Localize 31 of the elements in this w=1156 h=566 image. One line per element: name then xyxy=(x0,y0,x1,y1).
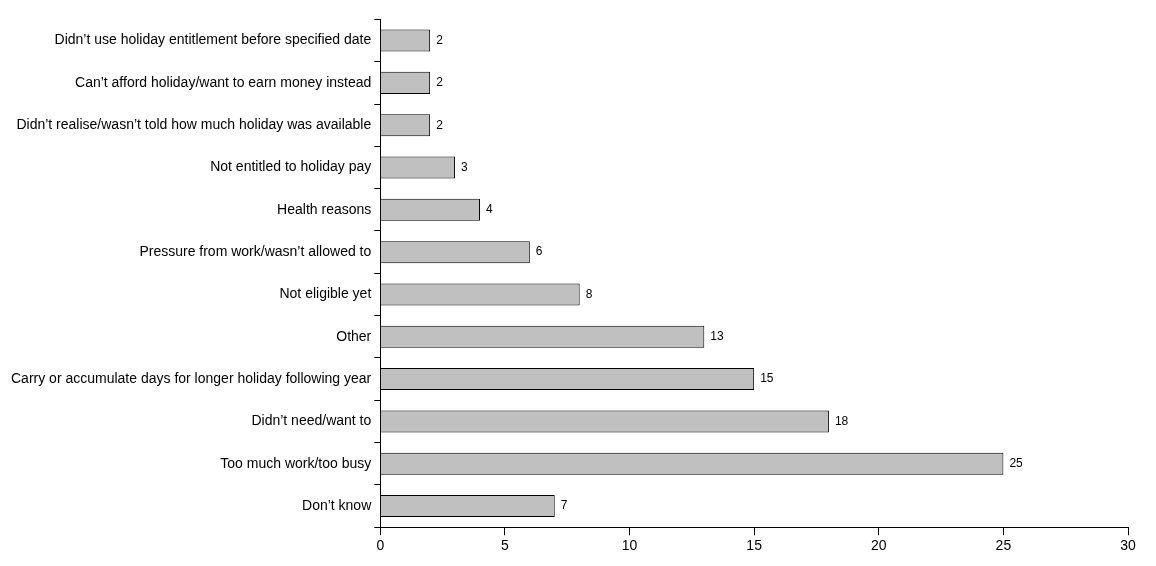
y-tick-label: Other xyxy=(336,327,372,344)
data-label: 15 xyxy=(760,371,774,386)
data-label: 8 xyxy=(585,286,593,301)
data-label: 13 xyxy=(710,329,724,344)
y-tick-label: Not eligible yet xyxy=(279,285,372,302)
data-label: 2 xyxy=(436,32,444,47)
x-tick-label: 25 xyxy=(995,537,1012,554)
y-tick-label: Can’t afford holiday/want to earn money instead xyxy=(75,73,372,90)
data-label: 2 xyxy=(436,117,444,132)
y-tick-label: Carry or accumulate days for longer holiday following year xyxy=(11,369,372,386)
data-label: 2 xyxy=(436,75,444,90)
y-tick-label: Pressure from work/wasn’t allowed to xyxy=(139,243,372,259)
y-tick-label: Health reasons xyxy=(277,200,372,217)
data-label: 18 xyxy=(834,413,849,428)
y-tick-label: Didn’t use holiday entitlement before specified date xyxy=(54,31,372,48)
x-tick-label: 15 xyxy=(746,537,763,554)
data-label: 25 xyxy=(1009,456,1024,471)
y-tick-label: Too much work/too busy xyxy=(220,454,372,471)
y-tick-label: Not entitled to holiday pay xyxy=(210,158,372,175)
x-tick-label: 10 xyxy=(621,537,638,554)
x-tick-label: 30 xyxy=(1120,537,1136,554)
data-label: 3 xyxy=(461,159,469,174)
data-label: 7 xyxy=(560,498,568,513)
x-tick-label: 5 xyxy=(501,537,509,554)
y-tick-label: Didn’t realise/wasn’t told how much holiday was available xyxy=(16,116,372,133)
y-tick-label: Don’t know xyxy=(302,496,373,513)
data-label: 6 xyxy=(535,244,543,259)
x-tick-label: 20 xyxy=(870,537,887,554)
data-label: 4 xyxy=(485,202,493,217)
x-tick-label: 0 xyxy=(376,537,385,554)
y-tick-label: Didn’t need/want to xyxy=(251,412,372,429)
